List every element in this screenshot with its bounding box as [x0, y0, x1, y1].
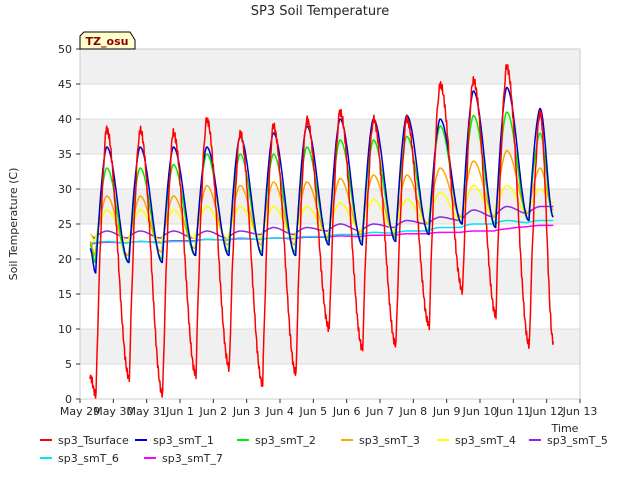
series-line-sp3_smT_3	[89, 149, 554, 257]
y-tick-label: 0	[65, 393, 72, 406]
x-tick-label: Jun 1	[165, 405, 194, 418]
x-tick-label: May 29	[60, 405, 100, 418]
x-axis-title: Time	[551, 422, 579, 435]
series-line-sp3_smT_1	[89, 86, 554, 274]
y-tick-label: 40	[58, 113, 72, 126]
x-tick-label: May 30	[93, 405, 133, 418]
legend: sp3_Tsurface sp3_smT_1 sp3_smT_2 sp3_smT_3 s…	[40, 434, 608, 465]
y-tick-label: 30	[58, 183, 72, 196]
y-tick-label: 20	[58, 253, 72, 266]
x-tick-label: Jun 5	[298, 405, 327, 418]
site-badge: TZ_osu	[79, 31, 136, 50]
y-tick-label: 10	[58, 323, 72, 336]
legend-label-sp3_smT_1: sp3_smT_1	[153, 434, 214, 447]
chart-title: SP3 Soil Temperature	[251, 4, 389, 19]
y-tick-label: 45	[58, 78, 72, 91]
x-tick-label: Jun 11	[495, 405, 531, 418]
y-tick-label: 25	[58, 218, 72, 231]
x-tick-label: Jun 2	[198, 405, 227, 418]
x-tick-label: Jun 9	[432, 405, 461, 418]
legend-label-sp3_smT_5: sp3_smT_5	[547, 434, 608, 447]
plot-band	[80, 49, 580, 84]
legend-label-sp3_smT_7: sp3_smT_7	[162, 452, 223, 465]
series-lines	[89, 63, 555, 400]
legend-label-sp3_smT_2: sp3_smT_2	[255, 434, 316, 447]
y-axis-ticks: 0 5 10 15 20 25 30 35 40 45 50	[58, 43, 80, 406]
x-tick-label: May 31	[127, 405, 167, 418]
x-tick-label: Jun 10	[462, 405, 498, 418]
y-axis-title: Soil Temperature (C)	[7, 168, 20, 281]
legend-label-sp3_smT_3: sp3_smT_3	[359, 434, 420, 447]
series-line-sp3_Tsurface	[89, 63, 555, 400]
badge-text: TZ_osu	[86, 35, 129, 48]
x-tick-label: Jun 7	[365, 405, 394, 418]
x-tick-label: Jun 12	[528, 405, 564, 418]
legend-label-sp3_smT_6: sp3_smT_6	[58, 452, 119, 465]
y-tick-label: 15	[58, 288, 72, 301]
plot-band	[80, 119, 580, 154]
badge-box	[79, 31, 136, 50]
y-tick-label: 35	[58, 148, 72, 161]
y-tick-label: 50	[58, 43, 72, 56]
x-tick-label: Jun 8	[398, 405, 427, 418]
x-tick-label: Jun 13	[562, 405, 598, 418]
x-tick-label: Jun 4	[265, 405, 294, 418]
x-tick-label: Jun 3	[232, 405, 261, 418]
y-tick-label: 5	[65, 358, 72, 371]
x-tick-label: Jun 6	[332, 405, 361, 418]
legend-label-sp3_Tsurface: sp3_Tsurface	[58, 434, 129, 447]
legend-label-sp3_smT_4: sp3_smT_4	[455, 434, 516, 447]
